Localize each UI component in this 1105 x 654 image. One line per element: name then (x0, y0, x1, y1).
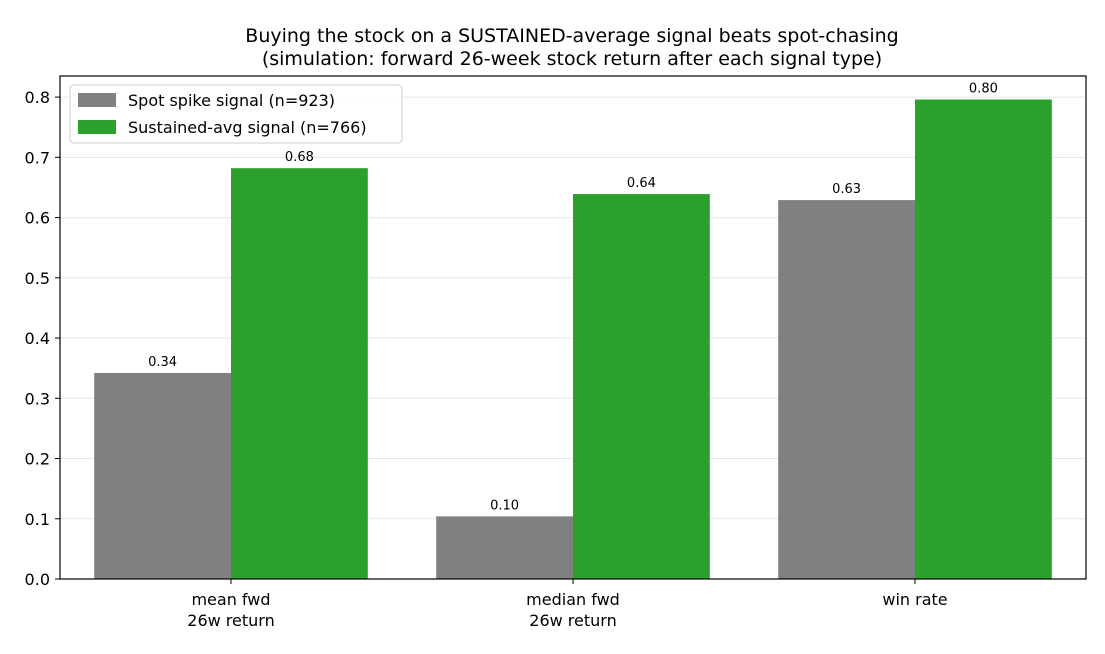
bar (573, 194, 710, 579)
chart-title: Buying the stock on a SUSTAINED-average … (245, 25, 898, 47)
legend: Spot spike signal (n=923) Sustained-avg s… (69, 84, 403, 144)
y-tick-label: 0.2 (25, 450, 50, 469)
y-tick-label: 0.7 (25, 148, 50, 167)
chart-subtitle: (simulation: forward 26-week stock retur… (262, 48, 882, 70)
bar-value-label: 0.64 (627, 176, 656, 191)
bar (231, 168, 368, 579)
x-tick-label: mean fwd (191, 590, 270, 609)
y-tick-label: 0.1 (25, 510, 50, 529)
y-tick-label: 0.3 (25, 389, 50, 408)
legend-swatch (78, 93, 116, 107)
y-axis-ticks: 0.0 0.1 0.2 0.3 0.4 0.5 0.6 0.7 0.8 (25, 88, 60, 589)
legend-label: Spot spike signal (n=923) (128, 91, 335, 110)
x-tick-label: 26w return (187, 611, 274, 630)
legend-swatch (78, 120, 116, 134)
x-axis-ticks: mean fwd 26w return median fwd 26w return wi… (187, 579, 948, 630)
bar (778, 200, 915, 579)
y-tick-label: 0.6 (25, 209, 50, 228)
bar-value-label: 0.68 (285, 150, 314, 165)
bar (94, 372, 231, 579)
legend-label: Sustained-avg signal (n=766) (128, 118, 367, 137)
legend-box (69, 84, 403, 144)
bar (436, 516, 573, 579)
x-tick-label: win rate (882, 590, 947, 609)
value-labels: 0.34 0.68 0.10 0.64 0.63 0.80 (148, 81, 998, 513)
x-tick-label: median fwd (526, 590, 620, 609)
bar-value-label: 0.34 (148, 355, 177, 370)
x-tick-label: 26w return (529, 611, 616, 630)
bar-value-label: 0.10 (490, 498, 519, 513)
y-tick-label: 0.4 (25, 329, 50, 348)
bar-value-label: 0.63 (832, 182, 861, 197)
bars (94, 99, 1052, 580)
bar-value-label: 0.80 (969, 81, 998, 96)
y-tick-label: 0.5 (25, 269, 50, 288)
y-tick-label: 0.0 (25, 570, 50, 589)
y-tick-label: 0.8 (25, 88, 50, 107)
bar (915, 99, 1052, 580)
